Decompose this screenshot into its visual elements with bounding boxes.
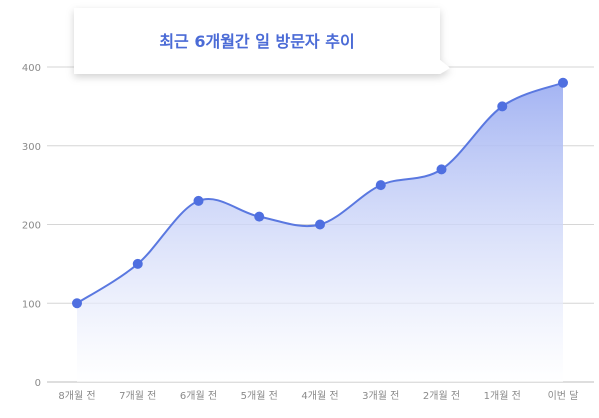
x-tick-label: 6개월 전 [180,390,217,402]
data-point-3[interactable] [254,211,265,222]
data-point-2[interactable] [193,195,204,206]
y-axis: 0 100 200 300 400 [22,63,41,389]
x-tick-label: 7개월 전 [119,390,156,402]
area-fill-layer [77,82,563,382]
chart-title-box: 최근 6개월간 일 방문자 추이 [74,8,450,74]
data-point-0[interactable] [72,298,82,309]
data-point-4[interactable] [315,219,325,230]
x-tick-label: 8개월 전 [58,390,95,402]
data-point-1[interactable] [132,258,143,269]
y-tick-label: 0 [35,378,41,389]
x-tick-label: 1개월 전 [484,390,521,402]
y-tick-label: 100 [22,299,41,310]
data-points [72,77,568,309]
title-callout [74,8,450,74]
x-tick-label: 2개월 전 [423,390,460,402]
y-tick-label: 300 [22,142,41,153]
x-axis: 8개월 전 7개월 전 6개월 전 5개월 전 4개월 전 3개월 전 2개월 전 1개월 전… [58,390,578,402]
x-tick-label: 이번 달 [548,390,579,402]
data-point-7[interactable] [497,101,508,112]
data-point-6[interactable] [436,164,447,175]
x-tick-label: 4개월 전 [301,390,338,402]
y-tick-label: 200 [22,221,41,232]
x-tick-label: 3개월 전 [362,390,399,402]
x-tick-label: 5개월 전 [241,390,278,402]
y-tick-label: 400 [22,63,41,74]
area-fill [77,82,563,382]
data-point-5[interactable] [375,180,386,191]
data-point-8[interactable] [558,77,568,88]
chart-title: 최근 6개월간 일 방문자 추이 [159,32,354,51]
